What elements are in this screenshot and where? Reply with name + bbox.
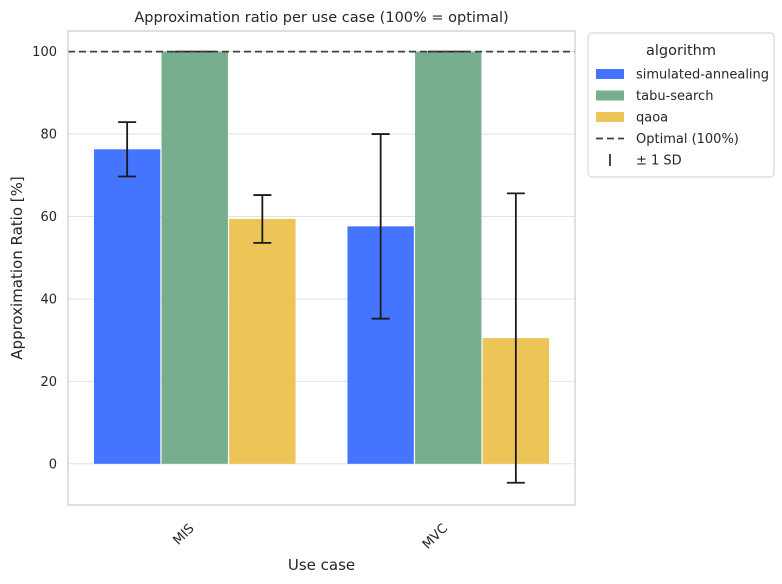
legend-label: tabu-search xyxy=(636,89,713,104)
y-tick-label: 60 xyxy=(40,210,57,225)
chart-title: Approximation ratio per use case (100% =… xyxy=(134,10,508,26)
bar-simulated-annealing-MIS xyxy=(93,149,161,464)
y-tick-label: 0 xyxy=(49,457,57,472)
error-bar-simulated-annealing-MIS xyxy=(118,121,137,178)
y-tick-label: 100 xyxy=(32,45,57,60)
x-axis-label: Use case xyxy=(288,556,355,574)
y-tick-label: 40 xyxy=(40,292,57,307)
legend-swatch-qaoa xyxy=(596,112,624,122)
y-tick-label: 80 xyxy=(40,128,57,143)
x-tick-labels: MIS MVC xyxy=(170,521,451,552)
error-bar-qaoa-MVC xyxy=(506,192,525,484)
y-axis-label: Approximation Ratio [%] xyxy=(8,176,26,359)
legend-box xyxy=(587,32,775,178)
error-bar-simulated-annealing-MVC xyxy=(371,133,390,320)
legend-swatch-simulated-annealing xyxy=(596,69,624,79)
x-tick-label: MIS xyxy=(170,521,197,548)
bar-tabu-search-MIS xyxy=(161,51,228,464)
error-bar-qaoa-MIS xyxy=(253,194,272,244)
y-tick-labels: 0 20 40 60 80 100 xyxy=(32,45,57,472)
legend-swatch-tabu-search xyxy=(596,90,624,101)
legend-label: ± 1 SD xyxy=(636,154,682,169)
legend-title: algorithm xyxy=(646,43,716,59)
bars xyxy=(93,51,550,464)
bar-qaoa-MIS xyxy=(229,218,296,464)
plot-frame xyxy=(67,30,576,506)
error-bars xyxy=(118,50,525,484)
legend-label: simulated-annealing xyxy=(636,68,769,83)
bar-tabu-search-MVC xyxy=(415,51,482,464)
legend: algorithm simulated-annealing tabu-search… xyxy=(587,32,775,178)
x-tick-label: MVC xyxy=(420,521,451,552)
legend-label: Optimal (100%) xyxy=(636,132,739,147)
legend-label: qaoa xyxy=(636,111,668,126)
legend-items: simulated-annealing tabu-search qaoa Optima… xyxy=(596,68,769,169)
y-tick-label: 20 xyxy=(40,375,57,390)
